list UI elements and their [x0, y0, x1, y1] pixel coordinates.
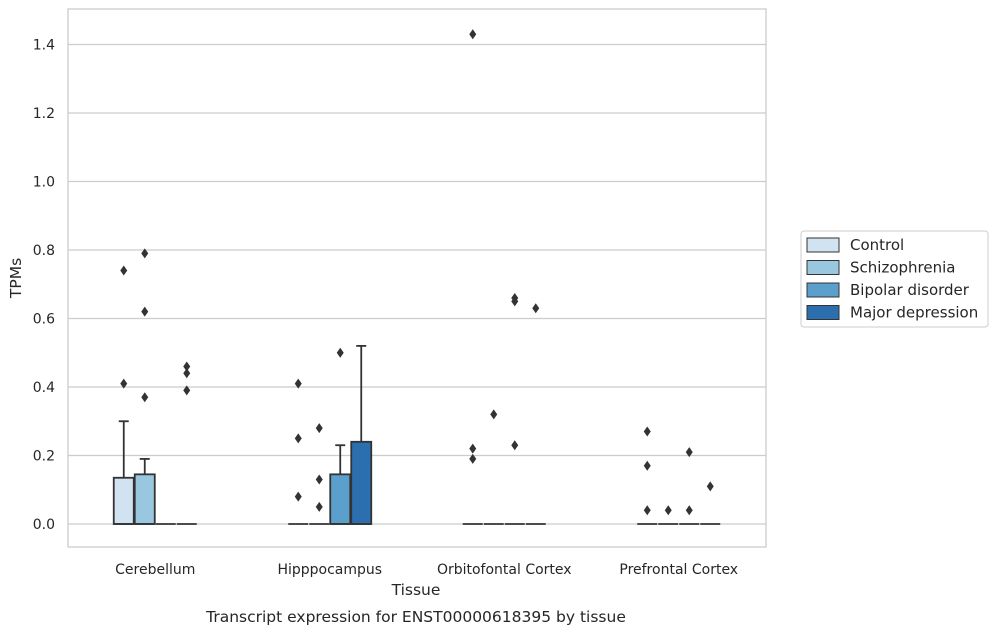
y-tick-label: 0.2 [33, 449, 55, 465]
outlier-point [469, 453, 477, 464]
outlier-point [469, 443, 477, 454]
outlier-point [511, 440, 519, 451]
outlier-point [141, 306, 149, 317]
y-tick-labels: 0.0 0.2 0.4 0.6 0.8 1.0 1.2 1.4 [33, 38, 55, 534]
outlier-point [141, 248, 149, 259]
x-tick-labels: Cerebellum Hipppocampus Orbitofontal Corte… [115, 562, 738, 578]
outlier-point [643, 460, 651, 471]
legend-label: Schizophrenia [850, 259, 955, 277]
outlier-point [315, 474, 323, 485]
box [133, 473, 156, 525]
y-axis-label: TPMs [7, 258, 25, 299]
legend: Control Schizophrenia Bipolar disorder Majo… [800, 230, 989, 328]
box [112, 476, 135, 525]
legend-frame [800, 230, 989, 328]
outlier-point [315, 423, 323, 434]
outlier-point [294, 378, 302, 389]
outlier-point [120, 378, 128, 389]
y-tick-label: 0.4 [33, 380, 55, 396]
outlier-point [183, 361, 191, 372]
x-tick-label: Prefrontal Cortex [619, 562, 738, 578]
y-tick-label: 0.0 [33, 517, 55, 533]
outlier-point [315, 501, 323, 512]
x-axis-label: Tissue [391, 581, 441, 599]
legend-swatch [806, 305, 840, 320]
outlier-point [294, 491, 302, 502]
outlier-point [685, 447, 693, 458]
outlier-point [294, 433, 302, 444]
x-tick-label: Cerebellum [115, 562, 195, 578]
x-tick-label: Hipppocampus [277, 562, 382, 578]
outlier-point [706, 481, 714, 492]
y-tick-label: 1.0 [33, 175, 55, 191]
outlier-point [685, 505, 693, 516]
outlier-point [643, 426, 651, 437]
box [329, 473, 352, 525]
outlier-point [141, 392, 149, 403]
outlier-point [490, 409, 498, 420]
outlier-point [532, 303, 540, 314]
box [350, 440, 373, 525]
legend-label: Control [850, 236, 904, 254]
legend-swatch [806, 260, 840, 275]
outlier-point [469, 29, 477, 40]
outlier-point [643, 505, 651, 516]
legend-swatch [806, 282, 840, 298]
chart-title: Transcript expression for ENST0000061839… [205, 608, 626, 626]
legend-label: Bipolar disorder [850, 281, 970, 299]
plot-frame [67, 8, 767, 548]
outlier-point [511, 292, 519, 303]
y-tick-label: 0.8 [33, 243, 55, 259]
legend-swatch [806, 237, 840, 253]
outlier-points [120, 29, 714, 516]
outlier-point [120, 265, 128, 276]
outlier-point [336, 347, 344, 358]
legend-label: Major depression [850, 304, 978, 322]
outlier-point [664, 505, 672, 516]
outlier-point [183, 385, 191, 396]
y-tick-label: 0.6 [33, 312, 55, 328]
outlier-point [183, 368, 191, 379]
y-tick-label: 1.4 [33, 38, 55, 54]
y-tick-label: 1.2 [33, 106, 55, 122]
box-series [112, 344, 721, 525]
x-tick-label: Orbitofontal Cortex [437, 562, 572, 578]
